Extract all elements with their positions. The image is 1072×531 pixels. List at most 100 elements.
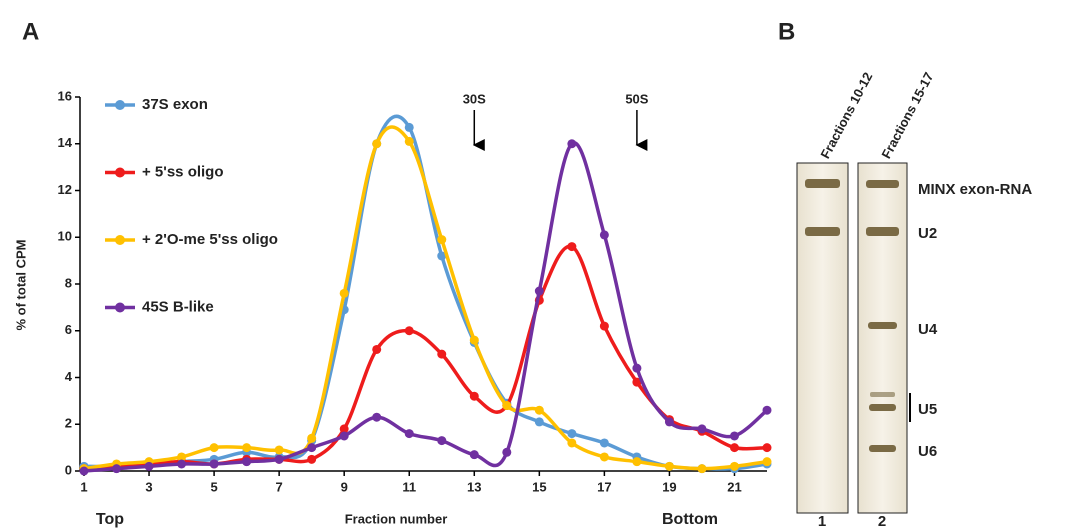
band-label: MINX exon-RNA — [918, 181, 1032, 198]
y-tick-label: 2 — [65, 416, 72, 431]
gel-lane — [797, 163, 848, 513]
gel-panel: B Fractions 10-12 Fractions 15-17 MINX e… — [778, 18, 1032, 530]
data-point — [665, 462, 674, 471]
gel-lane — [858, 163, 907, 513]
data-point — [145, 462, 154, 471]
legend-label: + 2'O-me 5'ss oligo — [142, 231, 278, 248]
data-point — [372, 139, 381, 148]
data-point — [535, 406, 544, 415]
band-label: U5 — [918, 401, 937, 418]
legend-marker — [115, 168, 125, 178]
gel-band — [866, 227, 899, 236]
band-label: U2 — [918, 225, 937, 242]
data-point — [437, 350, 446, 359]
data-point — [470, 450, 479, 459]
y-tick-label: 16 — [58, 88, 72, 103]
lane-title: Fractions 15-17 — [878, 70, 936, 161]
data-point — [177, 459, 186, 468]
x-tick-label: 19 — [662, 479, 676, 494]
data-point — [307, 434, 316, 443]
data-point — [80, 467, 89, 476]
gel-band — [870, 392, 895, 397]
legend-label: + 5'ss oligo — [142, 163, 224, 180]
annotation: 30S — [463, 91, 486, 106]
data-point — [567, 429, 576, 438]
x-tick-label: 15 — [532, 479, 546, 494]
data-point — [600, 452, 609, 461]
data-point — [535, 417, 544, 426]
legend-marker — [115, 303, 125, 313]
data-point — [665, 417, 674, 426]
data-point — [372, 345, 381, 354]
data-point — [763, 443, 772, 452]
x-tick-label: 11 — [402, 479, 416, 494]
x-tick-label: 21 — [727, 479, 741, 494]
data-point — [535, 287, 544, 296]
data-point — [632, 457, 641, 466]
data-point — [242, 443, 251, 452]
data-point — [600, 322, 609, 331]
data-point — [437, 235, 446, 244]
lane-number: 2 — [878, 513, 886, 530]
data-point — [567, 438, 576, 447]
legend-label: 37S exon — [142, 96, 208, 113]
legend-label: 45S B-like — [142, 298, 214, 315]
band-label: U4 — [918, 321, 938, 338]
gel-band — [869, 445, 896, 452]
band-label: U6 — [918, 443, 937, 460]
data-point — [697, 424, 706, 433]
data-point — [567, 139, 576, 148]
data-point — [730, 443, 739, 452]
data-point — [372, 413, 381, 422]
data-point — [405, 123, 414, 132]
data-point — [763, 406, 772, 415]
data-point — [502, 448, 511, 457]
gel-band — [805, 179, 840, 188]
data-point — [340, 289, 349, 298]
lane-title: Fractions 10-12 — [817, 70, 875, 161]
series-line — [84, 246, 767, 468]
y-tick-label: 0 — [65, 462, 72, 477]
data-point — [600, 438, 609, 447]
data-point — [730, 462, 739, 471]
lane-number: 1 — [818, 513, 826, 530]
data-point — [567, 242, 576, 251]
y-tick-label: 14 — [58, 135, 73, 150]
data-point — [405, 429, 414, 438]
legend-marker — [115, 235, 125, 245]
gel-band — [805, 227, 840, 236]
gel-band — [869, 404, 896, 411]
y-tick-label: 4 — [65, 369, 73, 384]
x-tick-label: 5 — [210, 479, 217, 494]
data-point — [632, 364, 641, 373]
data-point — [600, 230, 609, 239]
x-tick-label: 9 — [341, 479, 348, 494]
data-point — [210, 443, 219, 452]
data-point — [405, 326, 414, 335]
data-point — [502, 401, 511, 410]
x-tick-label: 13 — [467, 479, 481, 494]
x-tick-label: 17 — [597, 479, 611, 494]
x-tick-label: 1 — [80, 479, 87, 494]
data-point — [242, 457, 251, 466]
data-point — [763, 457, 772, 466]
figure: A % of total CPM Fraction number Top Bot… — [0, 0, 1072, 531]
x-axis-label: Fraction number — [345, 511, 448, 526]
data-point — [340, 431, 349, 440]
panel-label: A — [22, 18, 39, 45]
x-right-label: Bottom — [662, 511, 718, 528]
legend-marker — [115, 100, 125, 110]
y-tick-label: 10 — [58, 229, 72, 244]
x-tick-label: 7 — [276, 479, 283, 494]
data-point — [437, 436, 446, 445]
data-point — [275, 455, 284, 464]
y-tick-label: 12 — [58, 182, 72, 197]
x-left-label: Top — [96, 511, 124, 528]
gel-band — [866, 180, 899, 188]
data-point — [405, 137, 414, 146]
data-point — [307, 443, 316, 452]
data-point — [210, 459, 219, 468]
data-point — [275, 445, 284, 454]
y-axis-label: % of total CPM — [13, 240, 28, 331]
data-point — [697, 464, 706, 473]
